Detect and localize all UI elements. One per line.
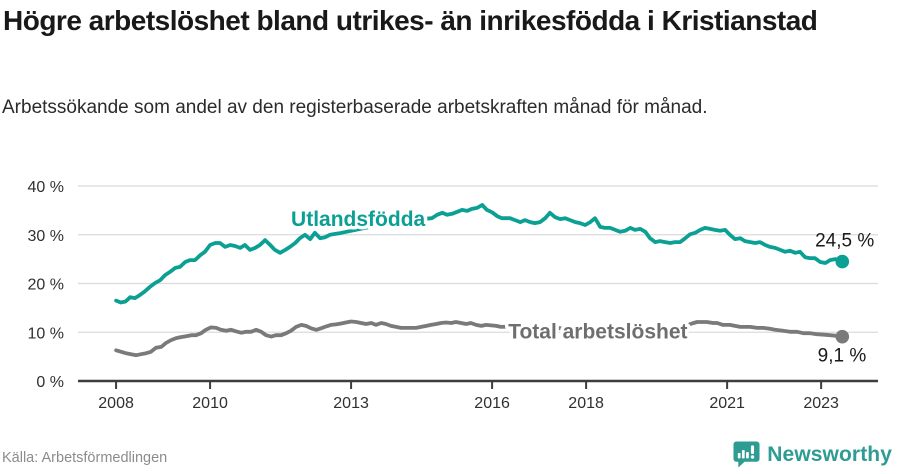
x-axis-tick-label: 2010 xyxy=(192,395,228,412)
series-end-dot xyxy=(835,329,850,344)
x-axis-tick-label: 2016 xyxy=(474,395,510,412)
y-axis-tick-label: 10 % xyxy=(28,325,64,342)
series-label: Total arbetslöshet xyxy=(508,320,687,343)
x-axis-tick-label: 2023 xyxy=(803,395,839,412)
x-axis-tick-label: 2018 xyxy=(568,395,604,412)
newsworthy-brand-name: Newsworthy xyxy=(767,442,892,466)
series-line-total-arbetsl-shet xyxy=(114,319,845,358)
series-end-value-label: 9,1 % xyxy=(818,346,867,367)
y-axis-tick-label: 30 % xyxy=(28,228,64,245)
y-axis-tick-label: 40 % xyxy=(28,179,64,196)
newsworthy-logo-icon xyxy=(733,441,760,468)
y-axis-tick-label: 0 % xyxy=(36,374,64,391)
line-chart: 0 % 10 % 20 % 30 % 40 % 2008 2010 2013 2016 2018 2… xyxy=(28,179,878,412)
series-end-value-label: 24,5 % xyxy=(815,231,874,252)
x-axis-tick-label: 2008 xyxy=(98,395,134,412)
y-axis-tick-label: 20 % xyxy=(28,277,64,294)
chart-subtitle: Arbetssökande som andel av den registerb… xyxy=(2,97,708,118)
source-note: Källa: Arbetsförmedlingen xyxy=(2,450,168,466)
chart-title: Högre arbetslöshet bland utrikes- än inr… xyxy=(3,5,818,36)
x-axis-tick-label: 2021 xyxy=(709,395,745,412)
x-axis-tick-label: 2013 xyxy=(333,395,369,412)
series-label: Utlandsfödda xyxy=(291,208,425,231)
newsworthy-brand-link[interactable]: Newsworthy xyxy=(733,441,892,468)
series-end-dot xyxy=(835,254,850,269)
series-line-utlandsf-dda xyxy=(114,203,845,305)
